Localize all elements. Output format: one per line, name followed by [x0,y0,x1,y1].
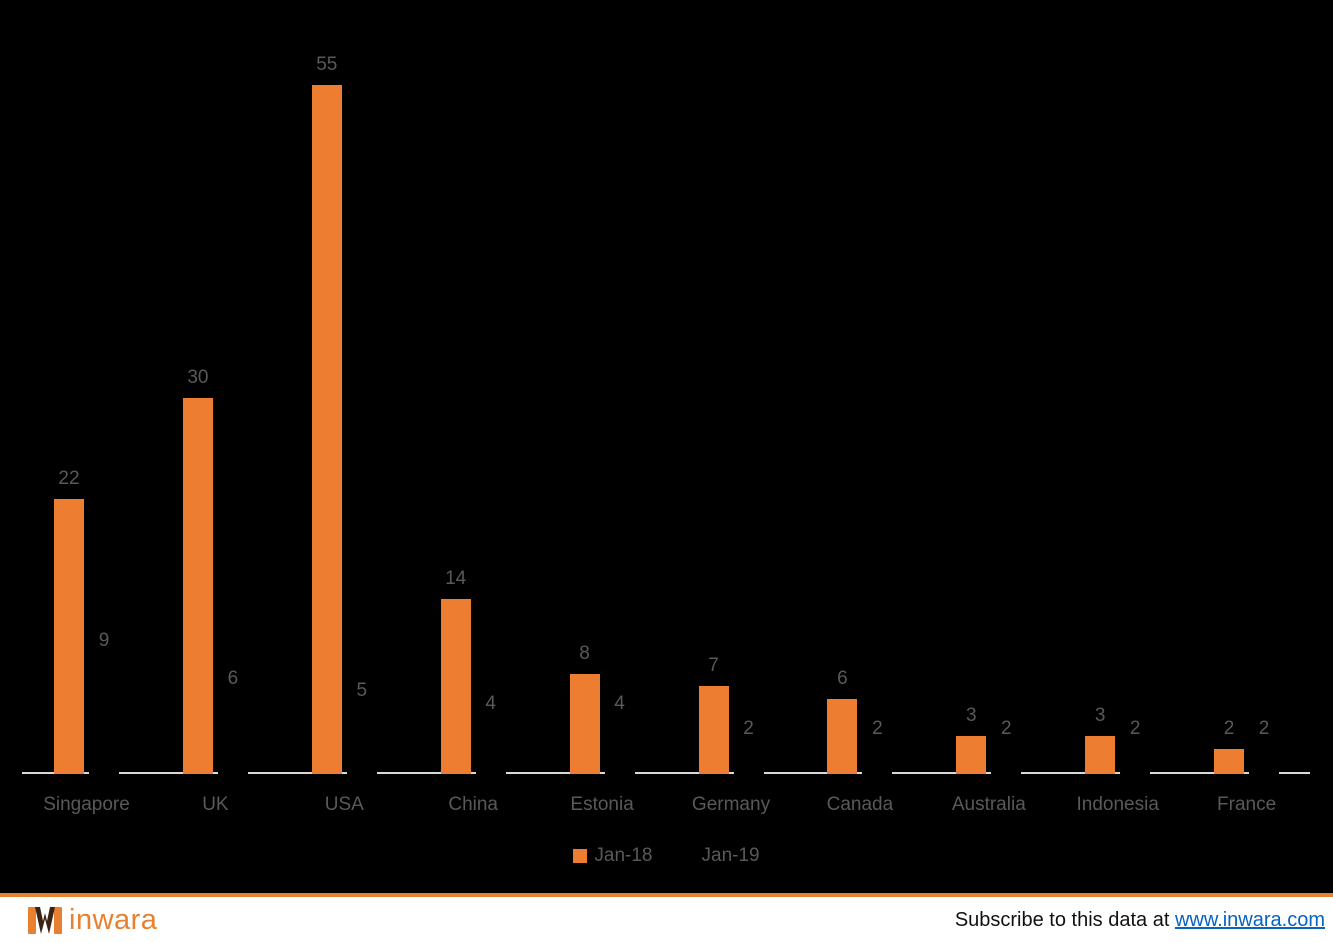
category-label-singapore: Singapore [43,794,130,815]
inwara-logo: inwara [28,903,158,936]
category-label-indonesia: Indonesia [1076,794,1159,815]
category-label-germany: Germany [691,794,771,815]
footer-bar: inwara Subscribe to this data at www.inw… [0,893,1333,943]
category-label-estonia: Estonia [570,794,634,815]
value-label-jan-18-usa: 55 [316,54,338,75]
value-label-jan-18-china: 14 [445,568,467,589]
legend-label-jan-18: Jan-18 [594,845,653,866]
bar-jan-19-china [475,724,506,774]
category-label-australia: Australia [951,794,1026,815]
value-label-jan-19-china: 4 [485,693,496,714]
x-axis-line [22,772,1310,774]
value-label-jan-18-canada: 6 [837,668,848,689]
bar-jan-19-canada [862,749,893,774]
bar-jan-18-usa [311,85,342,774]
value-label-jan-19-canada: 2 [872,718,883,739]
value-label-jan-19-singapore: 9 [98,630,110,651]
bar-jan-19-uk [217,699,248,774]
bar-jan-19-germany [733,749,764,774]
value-label-jan-19-australia: 2 [1001,718,1012,739]
bar-jan-18-indonesia [1085,736,1116,774]
value-label-jan-19-germany: 2 [743,718,754,739]
value-label-jan-18-estonia: 8 [579,643,590,664]
value-label-jan-18-uk: 30 [187,367,209,388]
category-label-uk: UK [202,794,229,815]
bar-jan-19-australia [991,749,1022,774]
value-label-jan-18-germany: 7 [708,655,719,676]
legend-item-jan-19: Jan-19 [680,845,760,867]
legend-swatch-jan-19 [680,849,695,863]
subscribe-note: Subscribe to this data at www.inwara.com [955,909,1325,932]
value-label-jan-19-indonesia: 2 [1129,718,1141,739]
bar-jan-18-france [1214,749,1245,774]
value-label-jan-18-singapore: 22 [58,468,80,489]
bar-jan-18-australia [956,736,987,774]
value-label-jan-18-australia: 3 [966,705,977,726]
legend-swatch-jan-18 [573,849,588,863]
legend-item-jan-18: Jan-18 [573,845,653,867]
category-label-china: China [448,794,499,815]
inwara-logo-text: inwara [69,903,158,936]
subscribe-text: Subscribe to this data at [954,908,1175,931]
chart-legend: Jan-18 Jan-19 [0,845,1333,867]
value-label-jan-19-estonia: 4 [614,693,625,714]
bar-jan-19-estonia [604,724,635,774]
bar-jan-19-singapore [89,661,119,774]
bar-jan-19-indonesia [1120,749,1151,774]
value-label-jan-19-uk: 6 [227,668,239,689]
bar-jan-18-canada [827,699,858,774]
bar-chart-plot: 22 9 30 6 55 5 14 4 8 4 7 2 6 2 3 2 3 2 2 2 [22,54,1310,774]
category-label-usa: USA [324,794,364,815]
subscribe-link[interactable]: www.inwara.com [1174,908,1325,931]
category-label-canada: Canada [826,794,894,815]
legend-label-jan-19: Jan-19 [701,845,760,866]
value-label-jan-18-indonesia: 3 [1094,705,1106,726]
bar-jan-19-usa [346,711,377,774]
bar-jan-18-germany [698,686,729,774]
bar-jan-19-france [1249,749,1280,774]
inwara-logo-icon [28,906,62,934]
value-label-jan-19-france: 2 [1258,718,1270,739]
category-label-france: France [1217,794,1277,815]
bar-jan-18-singapore [54,499,84,774]
bar-jan-18-china [440,599,471,774]
value-label-jan-18-france: 2 [1223,718,1235,739]
value-label-jan-19-usa: 5 [356,680,368,701]
bar-jan-18-estonia [569,674,600,774]
bar-jan-18-uk [182,398,213,774]
